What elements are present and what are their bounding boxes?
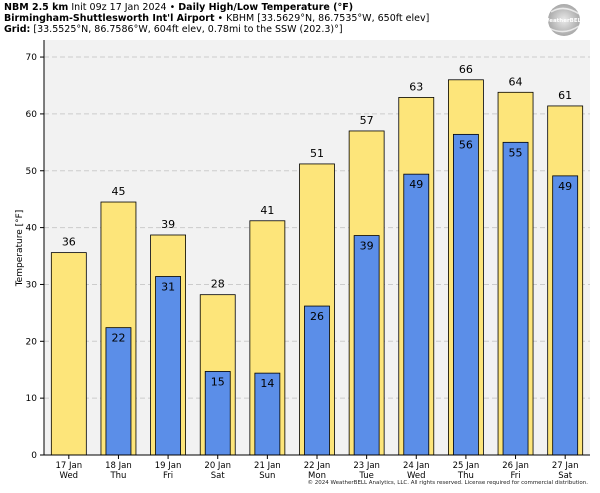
y-tick-label: 60	[26, 110, 38, 120]
low-label: 26	[310, 310, 324, 323]
high-label: 57	[360, 114, 374, 127]
low-label: 14	[260, 377, 274, 390]
y-tick-label: 70	[26, 53, 38, 63]
x-tick-day: Sat	[558, 471, 573, 481]
y-axis-ticks: 0 10 20 30 40 50 60 70	[26, 53, 44, 461]
y-axis-label: Temperature [°F]	[15, 210, 25, 288]
low-bar	[552, 175, 579, 456]
high-label: 45	[111, 185, 125, 198]
low-bar	[105, 327, 132, 456]
grid-info: [33.5525°N, 86.7586°W, 604ft elev, 0.78m…	[33, 24, 343, 35]
weatherbell-logo: WeatherBELL	[543, 4, 585, 36]
x-tick-date: 20 Jan	[204, 461, 231, 471]
header-line-3: Grid: [33.5525°N, 86.7586°W, 604ft elev,…	[4, 24, 343, 35]
x-tick-day: Sat	[211, 471, 226, 481]
high-label: 41	[260, 204, 274, 217]
low-bar	[403, 173, 430, 456]
y-tick-label: 10	[26, 394, 38, 404]
x-tick-date: 25 Jan	[453, 461, 480, 471]
high-label: 39	[161, 218, 175, 231]
header-line-1: NBM 2.5 km Init 09z 17 Jan 2024 • Daily …	[4, 2, 353, 13]
high-label: 36	[62, 236, 76, 249]
low-label: 49	[409, 178, 423, 191]
separator: •	[169, 2, 176, 13]
x-tick-date: 22 Jan	[304, 461, 331, 471]
low-label: 49	[558, 180, 572, 193]
x-tick-date: 17 Jan	[56, 461, 83, 471]
x-tick-day: Thu	[457, 471, 474, 481]
y-tick-label: 0	[31, 451, 37, 461]
low-label: 55	[509, 146, 523, 159]
x-tick-day: Sun	[259, 471, 275, 481]
logo-text: WeatherBELL	[543, 18, 585, 24]
high-label: 63	[409, 80, 423, 93]
low-labels: 22 31 15 14 26 39 49 56 55 49	[111, 138, 572, 390]
station-name: Birmingham-Shuttlesworth Int'l Airport	[4, 13, 215, 24]
low-label: 15	[211, 375, 225, 388]
x-tick-date: 24 Jan	[403, 461, 430, 471]
x-tick-day: Mon	[308, 471, 326, 481]
copyright-notice: © 2024 WeatherBELL Analytics, LLC. All r…	[307, 480, 588, 486]
x-tick-day: Wed	[60, 471, 79, 481]
high-bar	[50, 252, 87, 456]
y-tick-label: 30	[26, 280, 38, 290]
init-time: Init 09z 17 Jan 2024	[71, 2, 167, 13]
low-label: 56	[459, 138, 473, 151]
low-label: 31	[161, 280, 175, 293]
x-tick-date: 19 Jan	[155, 461, 182, 471]
low-bar	[353, 235, 380, 456]
low-bars	[105, 133, 579, 456]
low-bar	[453, 133, 479, 456]
x-tick-date: 27 Jan	[552, 461, 579, 471]
high-label: 28	[211, 278, 225, 291]
x-tick-date: 26 Jan	[502, 461, 529, 471]
high-label: 64	[509, 75, 523, 88]
y-tick-label: 20	[26, 337, 38, 347]
x-tick-day: Wed	[407, 471, 426, 481]
x-tick-day: Tue	[358, 471, 374, 481]
x-tick-date: 18 Jan	[105, 461, 132, 471]
separator: •	[217, 13, 224, 24]
low-bar	[502, 141, 529, 456]
low-bar	[254, 372, 281, 456]
header-line-2: Birmingham-Shuttlesworth Int'l Airport •…	[4, 13, 429, 24]
x-tick-day: Fri	[510, 471, 520, 481]
high-label: 66	[459, 63, 473, 76]
product-title: Daily High/Low Temperature (°F)	[178, 2, 354, 13]
x-tick-date: 21 Jan	[254, 461, 281, 471]
model-name: NBM 2.5 km	[4, 2, 69, 13]
grid-label: Grid	[4, 24, 27, 35]
y-tick-label: 50	[26, 167, 38, 177]
x-tick-date: 23 Jan	[353, 461, 380, 471]
low-bar	[304, 305, 330, 456]
high-labels: 36 45 39 28 41 51 57 63 66 64 61	[62, 63, 572, 291]
x-tick-day: Fri	[163, 471, 173, 481]
station-info: KBHM [33.5629°N, 86.7535°W, 650ft elev]	[226, 13, 430, 24]
y-tick-label: 40	[26, 224, 38, 234]
x-tick-day: Thu	[109, 471, 126, 481]
low-bar	[155, 276, 181, 456]
low-label: 22	[111, 332, 125, 345]
high-label: 61	[558, 89, 572, 102]
low-label: 39	[360, 240, 374, 253]
high-label: 51	[310, 147, 324, 160]
